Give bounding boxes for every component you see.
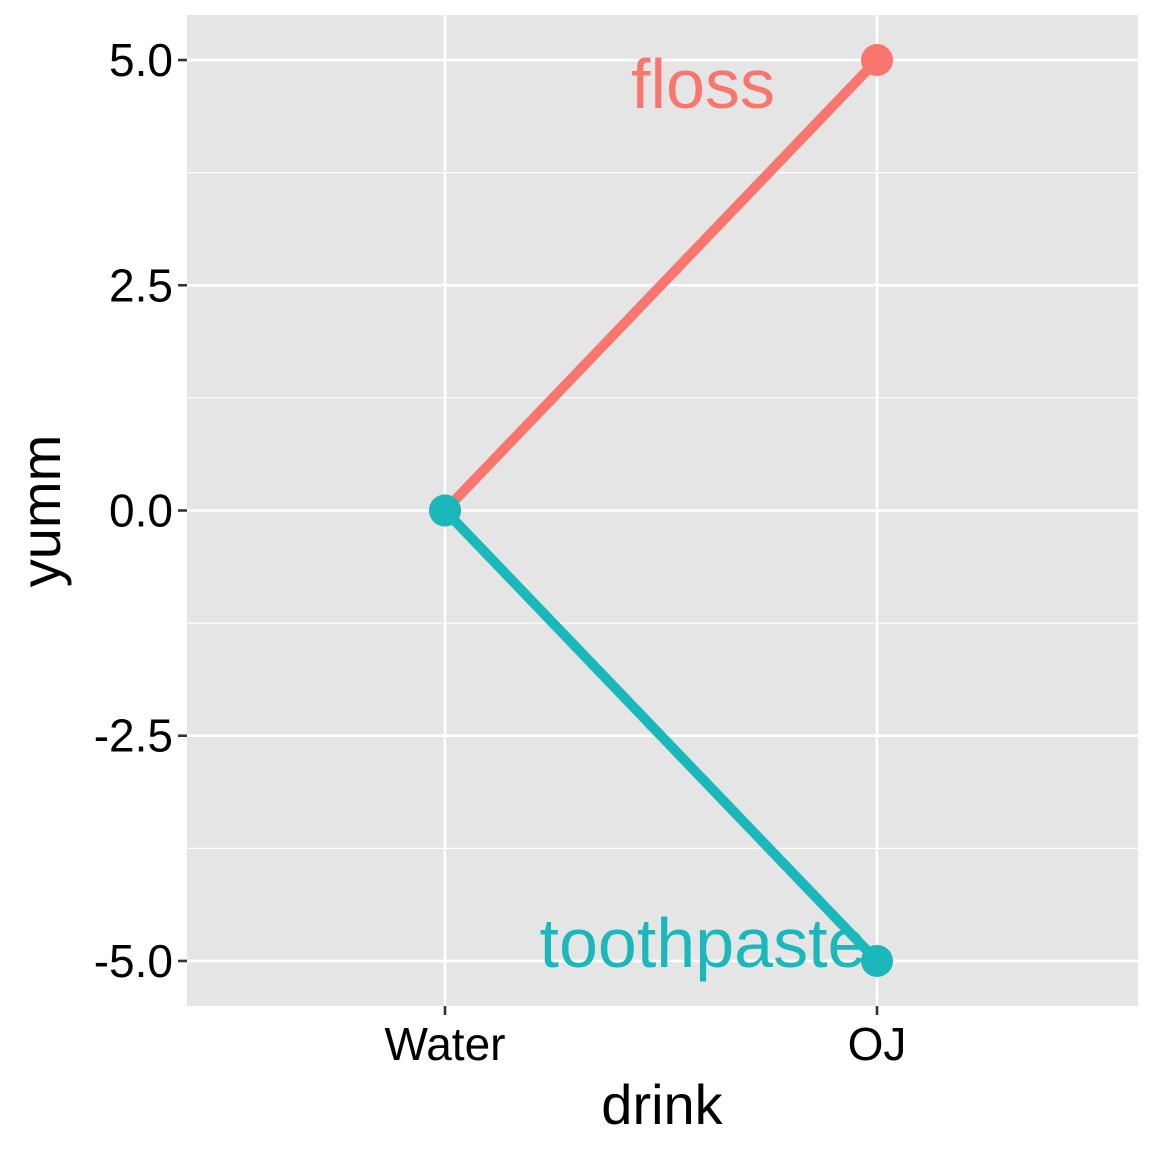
series-line-toothpaste: [441, 507, 881, 965]
data-point-toothpaste: [861, 944, 893, 977]
axes: -5.0 -2.5 0.0 2.5 5.0 Water OJ: [94, 34, 907, 1070]
x-tick-label: Water: [385, 1018, 506, 1070]
x-tick-label: OJ: [848, 1018, 907, 1070]
y-tick-label: 0.0: [109, 485, 173, 537]
y-tick-label: 2.5: [109, 259, 173, 311]
data-point-floss: [861, 44, 893, 77]
series-label-floss: floss: [631, 45, 775, 123]
series-label-toothpaste: toothpaste: [540, 904, 867, 982]
y-tick-label: -2.5: [94, 710, 173, 762]
y-tick-label: -5.0: [94, 935, 173, 987]
series-layer: floss toothpaste: [429, 44, 893, 982]
series-line-floss: [441, 56, 881, 514]
x-axis-title: drink: [601, 1073, 723, 1136]
y-axis-title: yumm: [9, 435, 72, 587]
data-point-toothpaste: [429, 494, 461, 527]
y-tick-label: 5.0: [109, 34, 173, 86]
